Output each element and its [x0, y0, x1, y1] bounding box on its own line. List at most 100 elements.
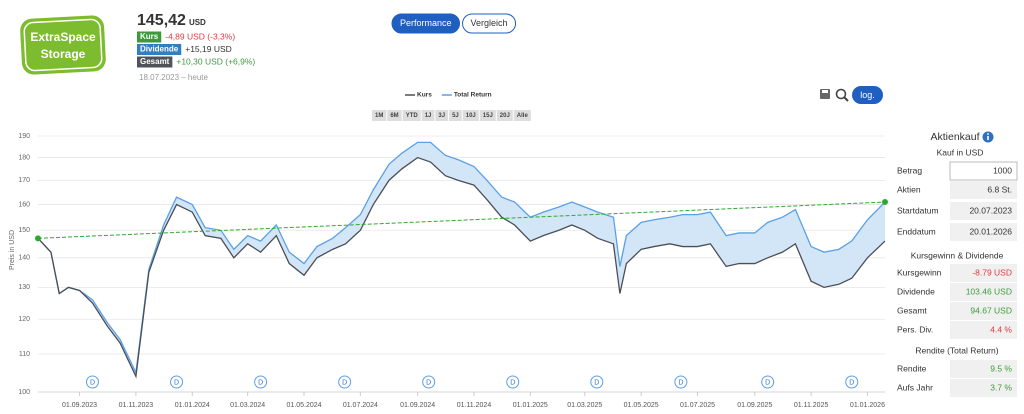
range-button[interactable]: [479, 110, 496, 121]
legend-label: Total Return: [454, 92, 492, 99]
x-tick-label: 01.05.2024: [286, 402, 321, 409]
sidebar-title: Aktienkauf: [930, 131, 979, 143]
log-label[interactable]: log.: [860, 90, 875, 100]
price: 145,42: [137, 12, 186, 29]
series-line: [37, 156, 886, 379]
value-box: [950, 321, 1017, 339]
sidebar-subtitle: Kauf in USD: [937, 147, 984, 157]
dividend-marker[interactable]: [845, 375, 859, 389]
logo-text: Storage: [41, 47, 86, 61]
range-button[interactable]: [402, 110, 421, 121]
return-area: [38, 142, 885, 377]
row-value: 4.4 %: [990, 324, 1012, 334]
dividend-marker[interactable]: [590, 375, 604, 389]
range-button[interactable]: [372, 110, 387, 121]
badge-value: +15,19 USD: [185, 44, 232, 54]
logo-text: ExtraSpace: [30, 30, 96, 44]
row-label: Rendite: [897, 363, 927, 373]
range-label[interactable]: 5J: [452, 113, 459, 119]
y-tick-label: 190: [18, 133, 30, 140]
badge: [137, 31, 162, 43]
dividend-marker[interactable]: [85, 375, 99, 389]
dividend-marker[interactable]: [170, 375, 184, 389]
y-tick-label: 180: [18, 154, 30, 161]
log-button[interactable]: [852, 86, 883, 104]
x-tick-label: 01.11.2024: [457, 402, 492, 409]
row-value: 9.5 %: [990, 363, 1012, 373]
row-label: Enddatum: [897, 226, 936, 236]
row-label: Pers. Div.: [897, 324, 933, 334]
badge-value: +10,30 USD (+6,9%): [176, 56, 255, 66]
tab-button[interactable]: [391, 13, 461, 34]
row-label: Aufs Jahr: [897, 382, 933, 392]
y-tick-label: 150: [18, 227, 30, 234]
badge-label: Dividende: [140, 45, 179, 54]
range-label[interactable]: 1M: [375, 113, 383, 119]
range-button[interactable]: [421, 110, 435, 121]
dividend-marker[interactable]: [254, 375, 268, 389]
row-value: -8.79 USD: [972, 267, 1012, 277]
dividend-label: D: [90, 379, 95, 386]
x-tick-label: 01.07.2024: [343, 402, 378, 409]
x-tick-label: 01.11.2023: [119, 402, 154, 409]
range-button[interactable]: [387, 110, 402, 121]
range-button[interactable]: [449, 110, 462, 121]
row-value[interactable]: 1000: [993, 165, 1012, 175]
x-tick-label: 01.05.2025: [624, 402, 659, 409]
range-label[interactable]: YTD: [406, 113, 419, 119]
row-label: Dividende: [897, 286, 935, 296]
y-tick-label: 130: [18, 284, 30, 291]
dividend-label: D: [849, 379, 854, 386]
value-box: [950, 302, 1017, 320]
dividend-label: D: [510, 379, 515, 386]
range-button[interactable]: [496, 110, 513, 121]
range-button[interactable]: [462, 110, 479, 121]
dividend-marker[interactable]: [674, 375, 688, 389]
section-title: Rendite (Total Return): [915, 345, 998, 355]
dividend-marker[interactable]: [506, 375, 520, 389]
row-value: 20.07.2023: [969, 205, 1012, 215]
y-axis-label: Preis in USD: [9, 230, 16, 270]
y-tick-label: 100: [18, 389, 30, 396]
range-label[interactable]: Alle: [517, 113, 529, 119]
logo: ExtraSpace Storage: [20, 15, 106, 75]
x-tick-label: 01.07.2025: [680, 402, 715, 409]
tab-label[interactable]: Performance: [400, 18, 452, 28]
dividend-label: D: [174, 379, 179, 386]
range-label[interactable]: 1J: [425, 113, 432, 119]
x-tick-label: 01.01.2026: [850, 402, 885, 409]
x-tick-label: 01.01.2024: [175, 402, 210, 409]
toolbar-icons[interactable]: [820, 88, 849, 102]
range-label[interactable]: 15J: [483, 113, 493, 119]
range-label[interactable]: 20J: [500, 113, 510, 119]
row-value: 103.46 USD: [966, 286, 1012, 296]
currency: USD: [189, 18, 206, 27]
info-icon[interactable]: [982, 131, 994, 143]
range-label[interactable]: 10J: [466, 113, 476, 119]
badge: [137, 44, 182, 55]
trend-line: [37, 201, 886, 239]
range-label[interactable]: 6M: [390, 113, 398, 119]
x-tick-label: 01.09.2024: [400, 402, 435, 409]
x-tick-label: 01.03.2024: [230, 402, 265, 409]
dividend-marker[interactable]: [422, 375, 436, 389]
range-button[interactable]: [435, 110, 449, 121]
amount-input[interactable]: [949, 161, 1018, 181]
range-button[interactable]: [513, 110, 531, 121]
value-box: [950, 264, 1017, 282]
zoom-icon[interactable]: [835, 88, 847, 100]
save-icon-part: [822, 90, 828, 93]
dividend-marker[interactable]: [338, 375, 352, 389]
row-value: 6.8 St.: [987, 184, 1012, 194]
period: 18.07.2023 – heute: [139, 73, 209, 82]
dividend-marker[interactable]: [761, 375, 775, 389]
tab-button[interactable]: [462, 13, 517, 34]
row-label: Gesamt: [897, 305, 927, 315]
y-tick-label: 120: [18, 316, 30, 323]
range-label[interactable]: 3J: [438, 113, 445, 119]
dividend-label: D: [594, 379, 599, 386]
y-tick-label: 160: [18, 201, 30, 208]
dividend-label: D: [342, 379, 347, 386]
x-tick-label: 01.09.2025: [737, 402, 772, 409]
tab-label[interactable]: Vergleich: [471, 18, 508, 28]
